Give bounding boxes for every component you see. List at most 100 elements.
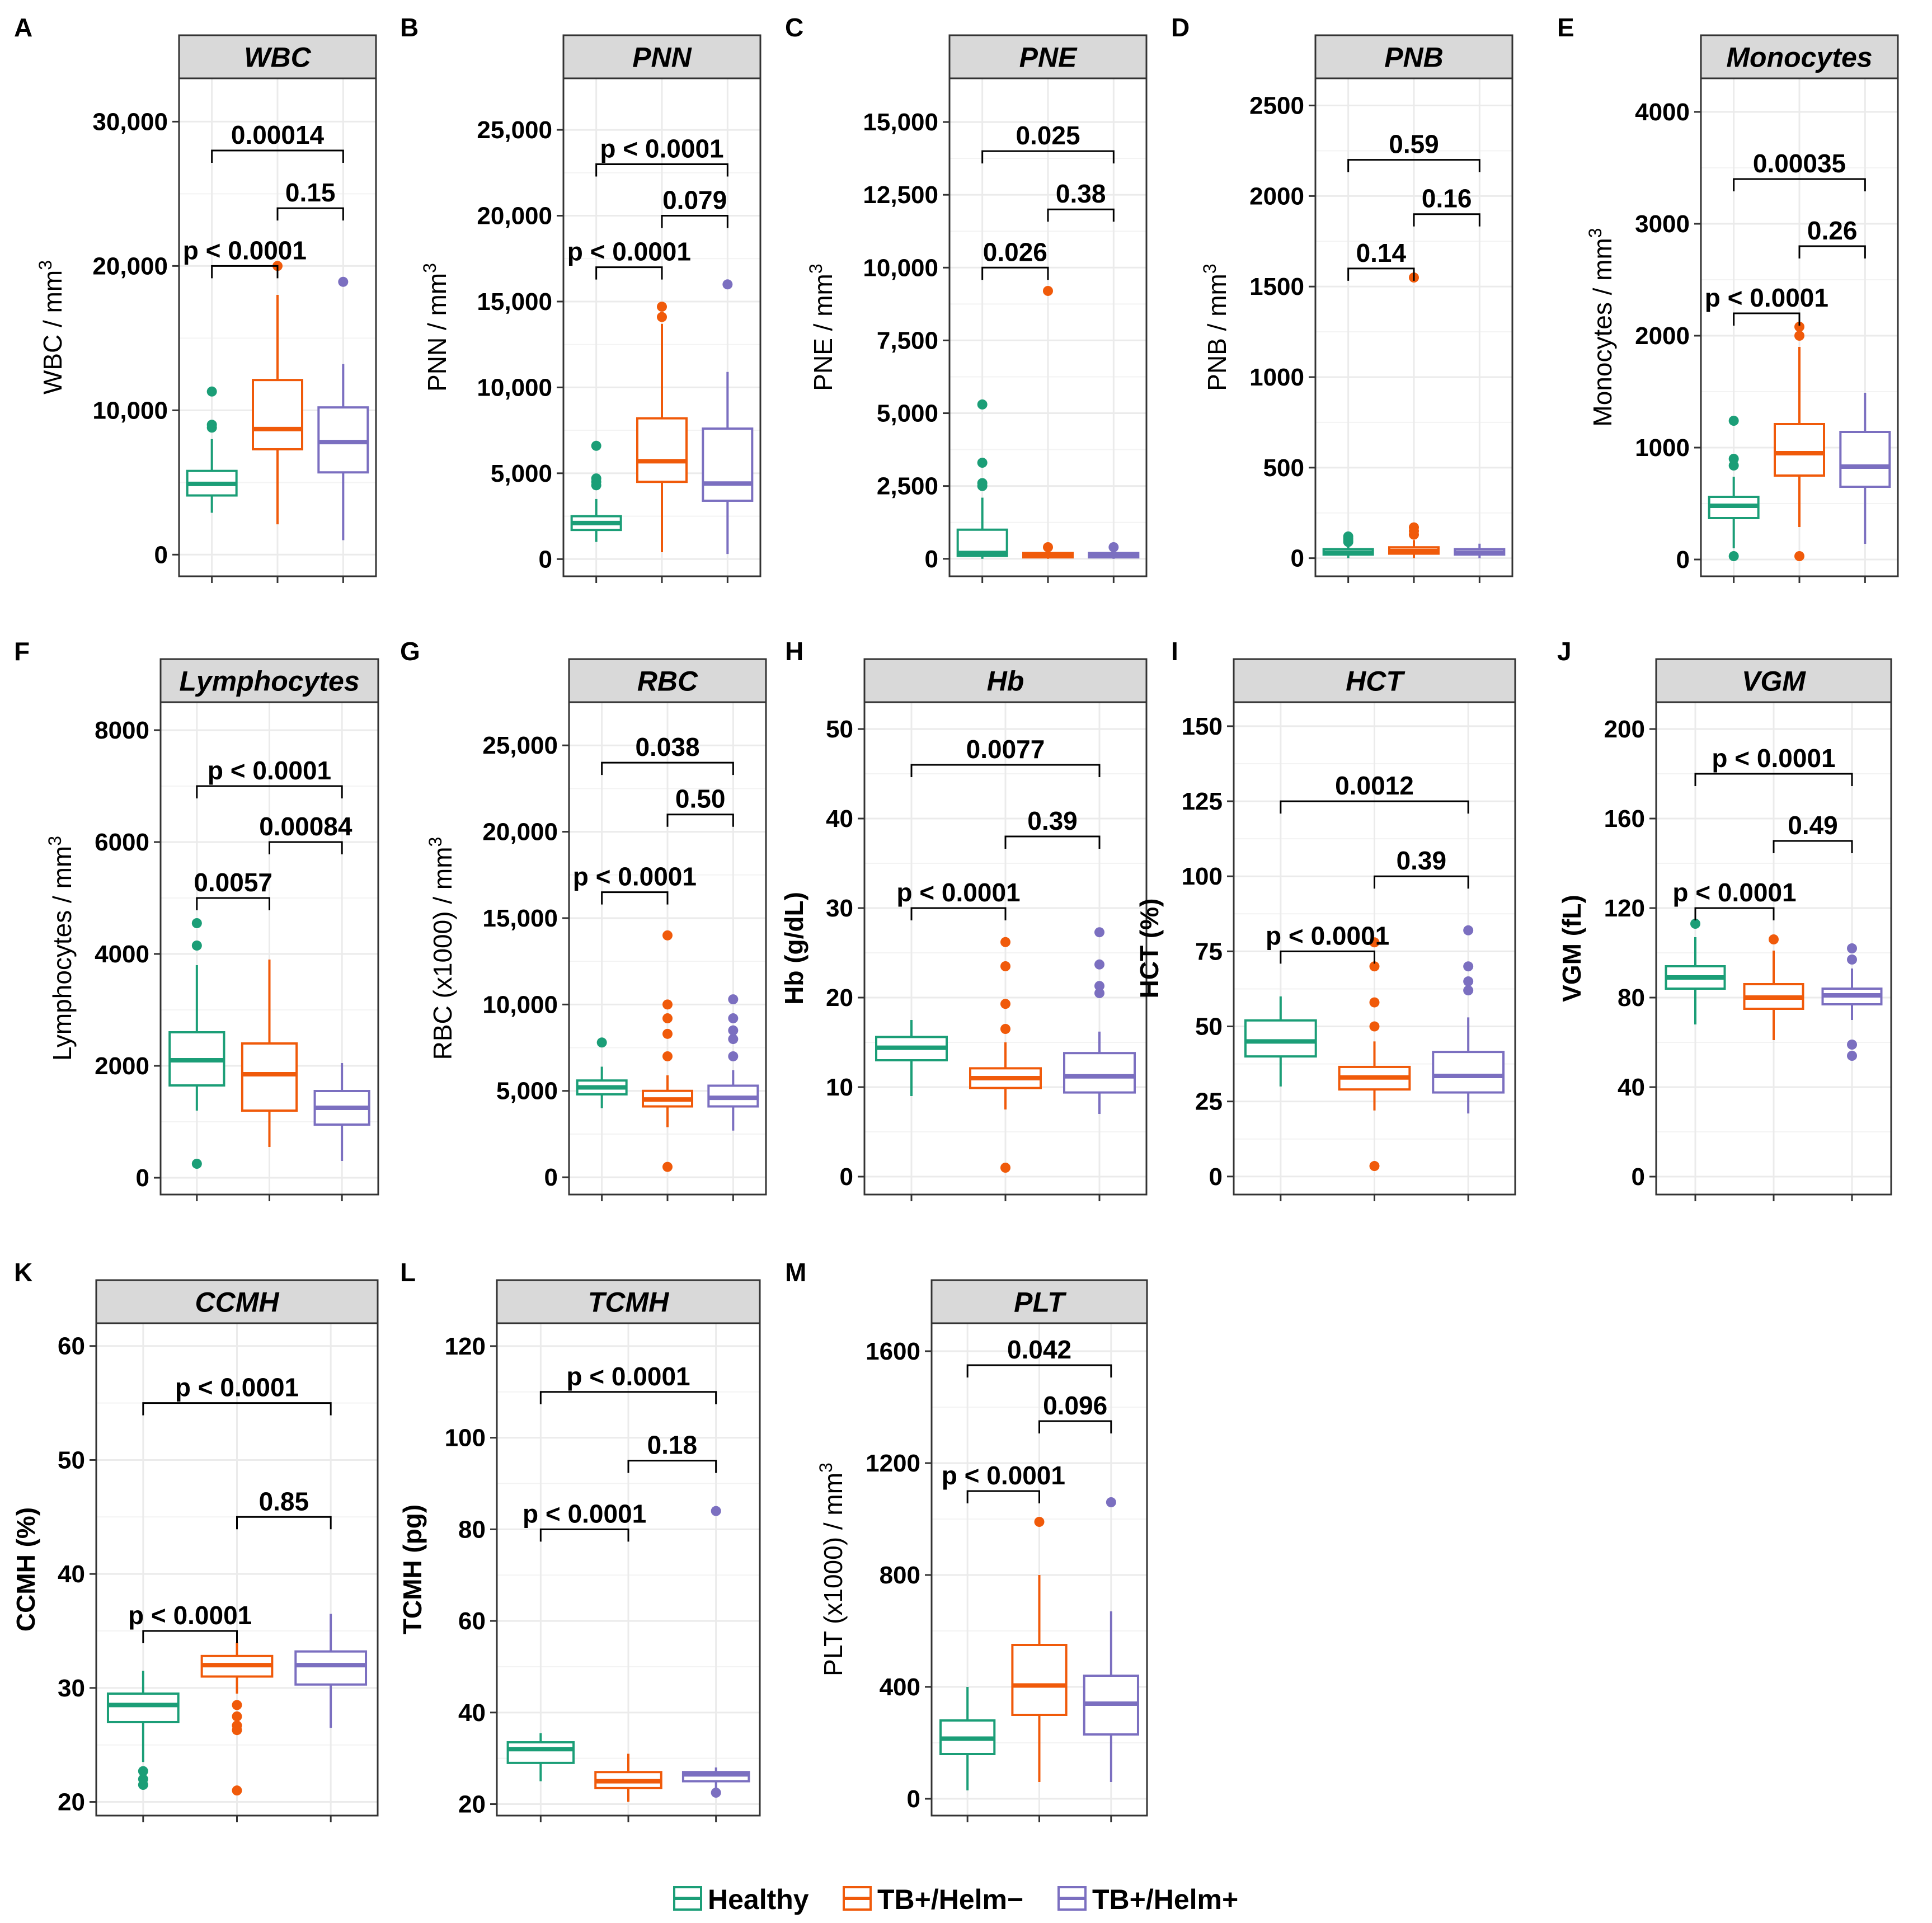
outlier-point [591,440,601,451]
bracket-line [966,1490,1040,1503]
significance-bracket: 0.26 [1798,216,1866,258]
panel-letter: K [14,1258,32,1287]
y-axis: 20 30 40 50 60 [58,1333,332,1822]
box-iqr [702,427,754,502]
panel-letter: J [1557,637,1572,666]
y-tick-label: 2000 [95,1052,149,1080]
panel-letter: E [1557,13,1574,42]
bracket-line [981,266,1049,280]
y-tick-label: 30,000 [92,108,168,135]
y-tick-label: 80 [1618,984,1645,1012]
y-tick-label: 50 [58,1446,85,1474]
y-tick-label: 25 [1195,1088,1223,1116]
outlier-point [1794,551,1804,561]
p-value-label: 0.0012 [1335,771,1414,800]
y-axis-label: WBC / mm3 [35,260,67,394]
box-tb-helm-neg [969,937,1042,1173]
y-tick-label: 8000 [95,717,149,744]
box-healthy [506,1733,575,1781]
y-axis-label-superscript: 3 [420,263,440,273]
y-tick-label: 20 [458,1791,486,1818]
y-tick-label: 2500 [1249,92,1304,120]
significance-bracket: 0.49 [1773,811,1853,853]
outlier-point [977,458,988,468]
panel-border [159,701,379,1196]
grid [864,702,1146,1195]
y-tick-label: 20,000 [482,819,558,846]
y-tick-label: 20,000 [92,252,168,280]
facet-title: VGM [1742,666,1806,697]
outlier-point [1769,934,1779,944]
y-axis-label-superscript: 3 [1200,264,1220,274]
y-tick-label: 100 [1182,863,1223,890]
significance-bracket: p < 0.0001 [595,134,728,177]
panel-lymphocytes: F Lymphocytes 0 2000 4000 6000 8000 Lymphocytes… [14,637,379,1201]
y-tick-label: 10,000 [482,991,558,1018]
outlier-point [1043,542,1053,552]
y-tick-label: 1200 [866,1450,920,1477]
bracket-line [196,897,270,910]
bracket-line [276,207,344,221]
y-tick-label: 4000 [1635,98,1690,126]
outlier-point [662,1051,673,1061]
significance-bracket: 0.026 [981,237,1049,280]
grid [949,78,1146,576]
significance-bracket: p < 0.0001 [942,1461,1065,1503]
bracket-line [1694,773,1853,786]
outlier-point [662,930,673,941]
box-tb-helm-pos [313,1063,370,1161]
y-axis-label: Monocytes / mm3 [1585,228,1617,426]
y-axis: 0 10,000 20,000 30,000 [92,108,344,583]
panel-letter: M [785,1258,806,1287]
box-healthy [1244,996,1317,1087]
bracket-line [595,163,728,177]
box-healthy [186,386,238,513]
outlier-point [1108,542,1119,552]
significance-bracket: 0.00035 [1733,149,1866,191]
outlier-point [1728,551,1739,561]
significance-bracket: 0.0057 [194,868,272,910]
panel-rbc: G RBC 0 5,000 10,000 15,000 20,000 25,000 RBC (x… [400,637,767,1201]
box-tb-helm-pos [1821,943,1883,1061]
y-tick-label: 7,500 [877,327,938,354]
outlier-point [596,1037,607,1048]
y-axis-label-superscript: 3 [806,264,826,274]
y-tick-label: 12,500 [863,181,938,209]
significance-bracket: 0.39 [1004,806,1101,849]
significance-bracket: p < 0.0001 [523,1499,646,1542]
bracket-line [1280,950,1375,964]
y-tick-label: 20,000 [477,203,552,230]
significance-bracket: 0.39 [1374,846,1469,889]
p-value-label: 0.39 [1027,806,1078,835]
facet-strip [178,34,377,79]
y-tick-label: 0 [154,541,168,568]
y-tick-label: 15,000 [482,905,558,932]
legend-item: TB+/Helm+ [1057,1884,1238,1915]
y-axis-label: CCMH (%) [11,1507,40,1632]
p-value-label: 0.00035 [1753,149,1846,178]
significance-bracket: 0.15 [276,178,344,221]
outlier-point [232,1785,242,1796]
bracket-line [142,1402,332,1416]
significance-bracket: p < 0.0001 [1672,878,1797,920]
p-value-label: 0.00084 [259,812,352,841]
facet-title: PNE [1019,42,1078,73]
facet-strip [1314,34,1513,79]
box-tb-helm-pos [1454,543,1506,558]
outlier-point [1000,937,1010,947]
p-value-label: 0.042 [1007,1335,1071,1364]
y-tick-label: 25,000 [482,732,558,759]
y-tick-label: 80 [458,1516,486,1543]
significance-bracket: 0.025 [981,121,1115,164]
outlier-point [728,1025,739,1036]
y-axis-label: PNB / mm3 [1200,264,1231,391]
panel-letter: G [400,637,420,666]
y-tick-label: 0 [539,546,552,573]
facet-title: PLT [1014,1287,1067,1318]
legend-label: TB+/Helm− [877,1884,1023,1915]
outlier-point [728,1013,739,1024]
y-tick-label: 60 [458,1607,486,1635]
outlier-point [1034,1517,1045,1527]
y-axis: 0 2,500 5,000 7,500 10,000 12,500 15,000 [863,109,1115,583]
p-value-label: 0.38 [1056,179,1106,208]
